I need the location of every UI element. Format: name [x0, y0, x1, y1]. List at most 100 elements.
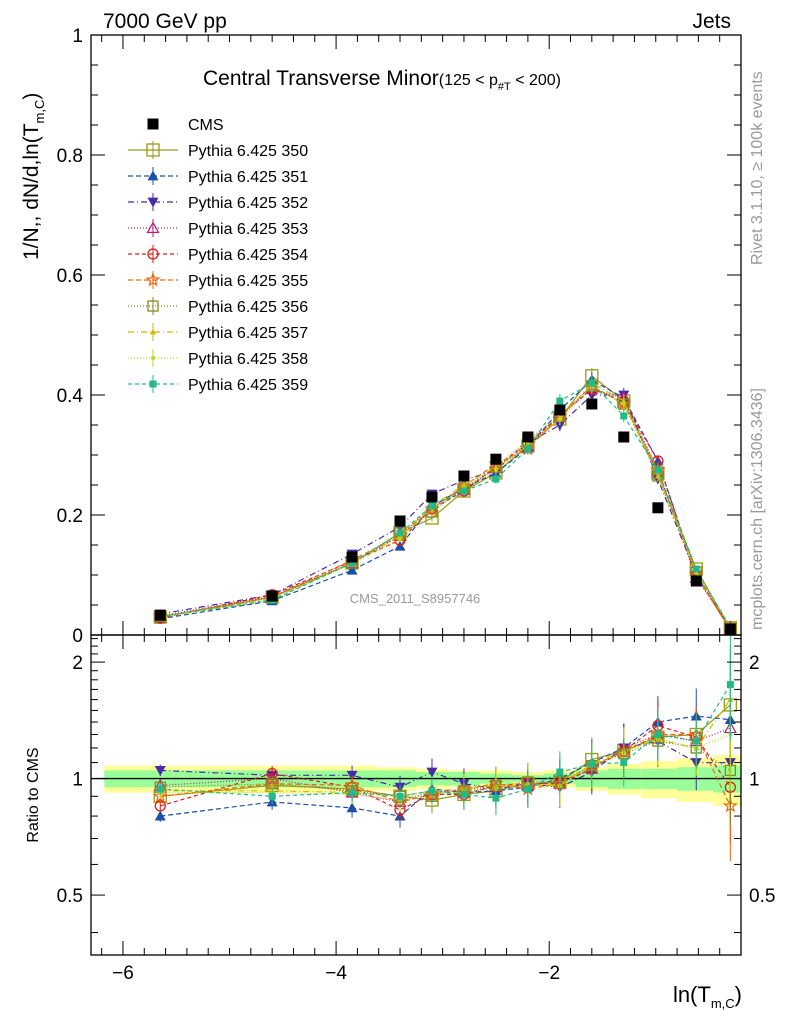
ratio-point-9-1: [268, 792, 276, 800]
ratio-frame: [90, 634, 742, 956]
main-ytick-label-3: 0.6: [57, 266, 83, 287]
ratio-point-9-11: [654, 730, 662, 738]
ratio-line-9: [160, 684, 731, 799]
series-line-10: [160, 382, 731, 629]
main-y-label-sub: m,C: [32, 100, 47, 124]
series-line-4: [160, 388, 731, 628]
legend-marker-0: [147, 118, 159, 130]
ratio-point-2-2: [346, 770, 358, 781]
point-0-13: [724, 623, 736, 635]
ratio-plot-series: [152, 635, 738, 862]
point-3-8: [554, 420, 566, 431]
legend-label-8: Pythia 6.425 357: [188, 325, 308, 342]
ratio-point-9-10: [620, 759, 628, 767]
main-y-label-post: ): [20, 93, 43, 100]
xtick-label-2: −2: [538, 963, 560, 984]
point-0-1: [266, 590, 278, 602]
xtick-label-0: −6: [112, 963, 134, 984]
header-energy-label: 7000 GeV pp: [103, 10, 227, 33]
point-0-9: [586, 398, 598, 410]
ratio-ytick-label-r-0: 0.5: [749, 886, 775, 907]
legend-label-6: Pythia 6.425 355: [188, 273, 308, 290]
ratio-point-9-4: [428, 787, 436, 795]
point-9-8: [557, 417, 562, 421]
ratio-ytick-label-r-2: 2: [749, 653, 760, 674]
analysis-watermark: CMS_2011_S8957746: [350, 591, 481, 606]
xtick-label-1: −4: [325, 963, 347, 984]
x-axis-label: ln(Tm,C): [673, 982, 742, 1011]
ratio-point-9-7: [524, 785, 532, 793]
legend-marker-4: [146, 221, 160, 233]
ratio-point-9-5: [460, 790, 468, 798]
legend-entry-1: Pythia 6.425 350: [128, 141, 308, 160]
main-ytick-label-2: 0.4: [57, 386, 84, 407]
legend: CMS Pythia 6.425 350 Pythia 6.425 351 Pythi…: [128, 117, 308, 394]
ratio-y-axis-label: Ratio to CMS: [25, 747, 42, 842]
point-0-5: [458, 470, 470, 482]
plot-title: Central Transverse Minor(125 < p#T < 200…: [203, 67, 561, 93]
ratio-series-9: [156, 635, 734, 816]
legend-label-5: Pythia 6.425 354: [188, 247, 308, 264]
legend-marker-3: [147, 197, 159, 208]
point-0-2: [346, 551, 358, 563]
point-0-11: [652, 502, 664, 514]
point-10-4: [428, 502, 436, 510]
rivet-version-label: Rivet 3.1.10, ≥ 100k events: [749, 71, 766, 265]
x-label-pre: ln(T: [673, 982, 711, 1007]
ratio-point-9-6: [492, 794, 500, 802]
point-9-6: [493, 468, 498, 472]
ratio-line-1: [160, 715, 731, 817]
point-10-5: [460, 487, 468, 495]
point-9-10: [621, 402, 626, 406]
legend-entry-8: Pythia 6.425 357: [128, 323, 308, 342]
ratio-point-9-0: [156, 785, 164, 793]
ratio-point-9-9: [588, 760, 596, 768]
plot-title-main: Central Transverse Minor: [203, 67, 439, 90]
main-y-label-mid: ,, dN/d,ln(T: [20, 123, 43, 227]
series-line-1: [160, 374, 731, 629]
point-10-2: [348, 559, 356, 567]
main-y-axis-label: 1/N,, dN/d,ln(Tm,C): [20, 93, 47, 260]
ratio-point-9-2: [348, 789, 356, 797]
point-0-4: [426, 491, 438, 503]
legend-marker-10: [149, 380, 157, 388]
legend-label-1: Pythia 6.425 350: [188, 143, 308, 160]
point-2-2: [346, 564, 358, 575]
main-ytick-label-5: 1: [72, 26, 83, 47]
point-0-12: [690, 575, 702, 587]
legend-marker-7: [147, 300, 159, 312]
ratio-point-9-12: [692, 737, 700, 745]
point-10-10: [620, 412, 628, 420]
legend-entry-6: Pythia 6.425 355: [128, 271, 308, 290]
main-plot-series: [152, 368, 738, 635]
legend-label-10: Pythia 6.425 359: [188, 377, 308, 394]
x-label-post: ): [735, 982, 742, 1007]
point-10-3: [396, 529, 404, 537]
legend-label-7: Pythia 6.425 356: [188, 299, 308, 316]
point-0-7: [522, 431, 534, 443]
ratio-ytick-label-1: 1: [72, 770, 83, 791]
ratio-point-9-8: [556, 768, 564, 776]
axes: 0 0.2 0.4 0.6 0.8 1 −6 −4 −2 0.5 0.5 1 1 2 2: [57, 26, 776, 984]
ratio-line-5: [160, 733, 731, 807]
ratio-ytick-label-r-1: 1: [749, 770, 760, 791]
ratio-line-3: [160, 727, 731, 803]
series-0: [154, 398, 736, 635]
point-0-0: [154, 609, 166, 621]
point-10-12: [692, 565, 700, 573]
point-10-7: [524, 445, 532, 453]
legend-marker-9: [151, 356, 155, 360]
x-label-sub: m,C: [711, 996, 735, 1011]
point-0-10: [618, 431, 630, 443]
point-0-8: [554, 404, 566, 416]
legend-entry-0: CMS: [147, 117, 224, 134]
legend-marker-6: [145, 272, 161, 287]
ratio-line-6: [160, 740, 731, 797]
legend-entry-7: Pythia 6.425 356: [128, 297, 308, 316]
main-ytick-label-0: 0: [72, 626, 83, 647]
legend-entry-4: Pythia 6.425 353: [128, 219, 308, 238]
ratio-point-2-0: [154, 765, 166, 776]
plot-title-range-post: < 200): [511, 72, 561, 89]
ratio-point-5-0: [152, 788, 168, 803]
